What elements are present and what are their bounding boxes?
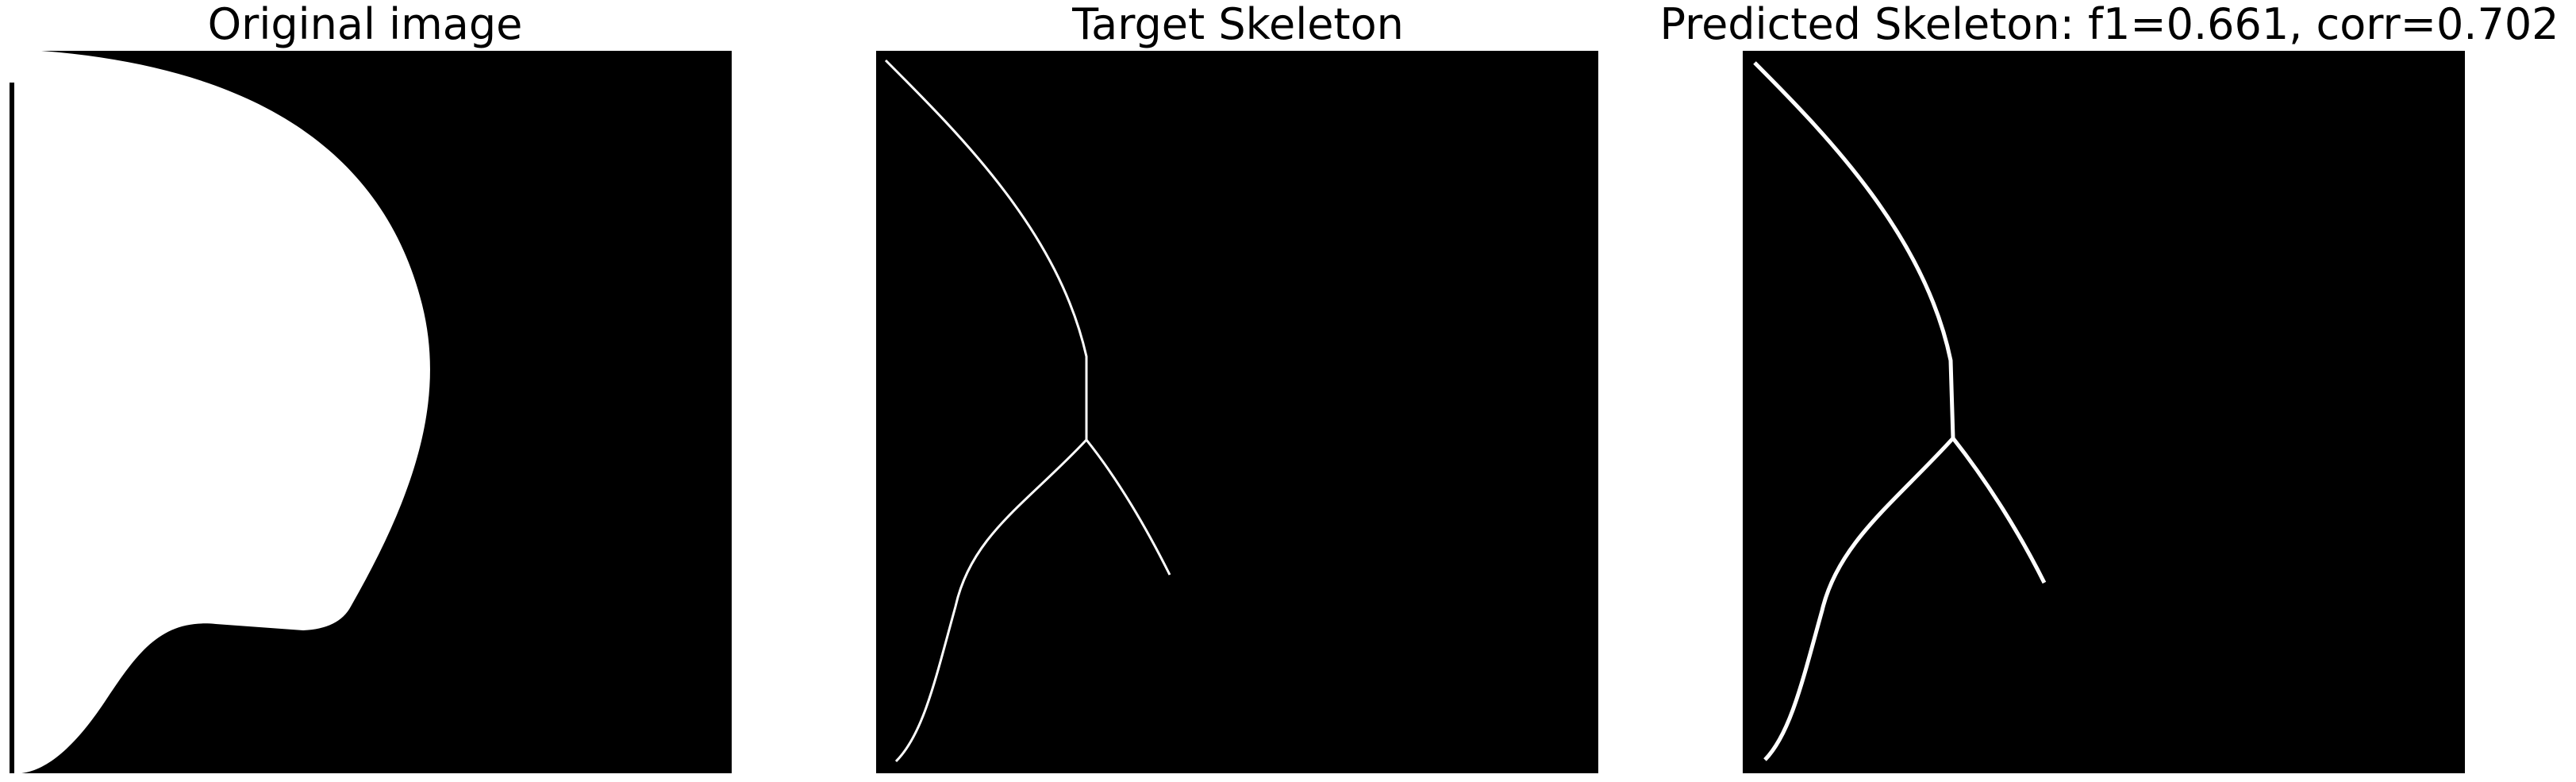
predicted-skeleton-panel bbox=[1743, 51, 2465, 773]
original-image bbox=[10, 51, 732, 773]
original-image-panel bbox=[10, 51, 732, 773]
panel-title-target: Target Skeleton bbox=[1072, 0, 1404, 49]
target-skeleton bbox=[876, 51, 1598, 773]
panel-title-predicted: Predicted Skeleton: f1=0.661, corr=0.702 bbox=[1659, 0, 2559, 49]
panel-title-original: Original image bbox=[207, 0, 523, 49]
target-skeleton-panel bbox=[876, 51, 1598, 773]
predicted-skeleton bbox=[1743, 51, 2465, 773]
